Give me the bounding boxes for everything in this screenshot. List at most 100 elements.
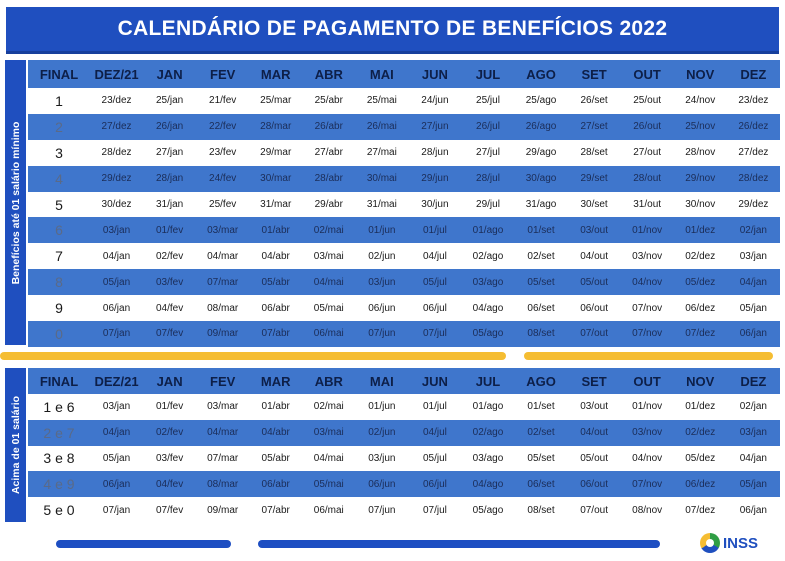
final-digit-cell: 9	[28, 295, 90, 322]
final-digit-cell: 3	[28, 139, 90, 166]
header-month: DEZ	[726, 368, 780, 394]
payment-date-cell: 03/fev	[143, 269, 197, 296]
payment-date-cell: 04/ago	[461, 295, 515, 322]
payment-date-cell: 30/ago	[514, 165, 568, 192]
payment-date-cell: 05/jul	[408, 269, 462, 296]
payment-date-cell: 04/jan	[90, 419, 144, 446]
payment-date-cell: 03/out	[567, 217, 621, 244]
payment-date-cell: 06/out	[567, 471, 621, 498]
payment-date-cell: 08/set	[514, 497, 568, 523]
footer-bar-center	[258, 540, 660, 548]
table-row: 8 05/jan 03/fev 07/mar 05/abr 04/mai 03/jun 05/…	[28, 269, 780, 296]
payment-date-cell: 06/dez	[673, 471, 727, 498]
table-row: 3 28/dez 27/jan 23/fev 29/mar 27/abr 27/mai 28/…	[28, 139, 780, 166]
inss-logo-text: INSS	[723, 534, 759, 552]
payment-date-cell: 07/jun	[355, 497, 409, 523]
payment-date-cell: 25/out	[620, 88, 674, 114]
payment-date-cell: 28/abr	[302, 165, 356, 192]
payment-date-cell: 31/out	[620, 191, 674, 218]
payment-date-cell: 25/ago	[514, 88, 568, 114]
payment-date-cell: 27/set	[567, 113, 621, 140]
payment-date-cell: 05/jan	[726, 471, 780, 498]
payment-date-cell: 04/jan	[90, 243, 144, 270]
payment-date-cell: 07/mar	[196, 269, 250, 296]
payment-date-cell: 29/set	[567, 165, 621, 192]
payment-date-cell: 26/ago	[514, 113, 568, 140]
payment-date-cell: 01/jul	[408, 217, 462, 244]
table-row: 4 29/dez 28/jan 24/fev 30/mar 28/abr 30/mai 29/…	[28, 165, 780, 192]
payment-date-cell: 02/dez	[673, 243, 727, 270]
payment-date-cell: 04/jan	[726, 269, 780, 296]
payment-date-cell: 07/nov	[620, 295, 674, 322]
payment-date-cell: 05/dez	[673, 269, 727, 296]
payment-date-cell: 04/nov	[620, 269, 674, 296]
payment-date-cell: 04/jan	[726, 445, 780, 472]
header-month: NOV	[673, 368, 727, 394]
table-row: 0 07/jan 07/fev 09/mar 07/abr 06/mai 07/jun 07/…	[28, 321, 780, 347]
final-digit-cell: 2 e 7	[28, 419, 90, 446]
payment-date-cell: 08/nov	[620, 497, 674, 523]
header-month: MAI	[355, 60, 409, 88]
payment-date-cell: 06/mai	[302, 321, 356, 347]
final-digit-cell: 3 e 8	[28, 445, 90, 472]
payment-date-cell: 27/jun	[408, 113, 462, 140]
payment-date-cell: 07/jan	[90, 321, 144, 347]
payment-date-cell: 07/abr	[249, 321, 303, 347]
payment-date-cell: 01/jul	[408, 394, 462, 420]
payment-date-cell: 04/jul	[408, 243, 462, 270]
payment-date-cell: 07/abr	[249, 497, 303, 523]
final-digit-cell: 4 e 9	[28, 471, 90, 498]
payment-date-cell: 29/jul	[461, 191, 515, 218]
payment-date-cell: 06/jan	[726, 321, 780, 347]
payment-date-cell: 02/jun	[355, 419, 409, 446]
payment-date-cell: 05/mai	[302, 295, 356, 322]
final-digit-cell: 1	[28, 88, 90, 114]
payment-date-cell: 30/mar	[249, 165, 303, 192]
header-month: OUT	[620, 60, 674, 88]
payment-date-cell: 24/jun	[408, 88, 462, 114]
payment-date-cell: 28/dez	[90, 139, 144, 166]
header-final: FINAL	[28, 368, 90, 394]
header-month: MAR	[249, 60, 303, 88]
header-month: DEZ	[726, 60, 780, 88]
payment-date-cell: 23/dez	[90, 88, 144, 114]
payment-date-cell: 26/out	[620, 113, 674, 140]
inss-logo: INSS	[700, 532, 758, 554]
payment-date-cell: 06/dez	[673, 295, 727, 322]
payment-date-cell: 02/ago	[461, 419, 515, 446]
payment-date-cell: 07/jan	[90, 497, 144, 523]
payment-date-cell: 25/jul	[461, 88, 515, 114]
table-row: 3 e 8 05/jan 03/fev 07/mar 05/abr 04/mai 03/ju…	[28, 445, 780, 472]
payment-date-cell: 23/fev	[196, 139, 250, 166]
table-row: 1 e 6 03/jan 01/fev 03/mar 01/abr 02/mai 01/ju…	[28, 394, 780, 420]
payment-date-cell: 07/out	[567, 321, 621, 347]
payment-date-cell: 09/mar	[196, 497, 250, 523]
schedule-table-minimum: FINAL DEZ/21 JAN FEV MAR ABR MAI JUN JUL AGO SET OU…	[28, 60, 780, 347]
payment-date-cell: 04/out	[567, 243, 621, 270]
table-row: 4 e 9 06/jan 04/fev 08/mar 06/abr 05/mai 06/ju…	[28, 471, 780, 498]
payment-date-cell: 06/jul	[408, 471, 462, 498]
payment-date-cell: 28/set	[567, 139, 621, 166]
header-month: FEV	[196, 60, 250, 88]
payment-date-cell: 29/dez	[726, 191, 780, 218]
inss-logo-icon	[700, 533, 720, 553]
section-label-above-text: Acima de 01 salário	[9, 395, 22, 495]
payment-date-cell: 27/dez	[726, 139, 780, 166]
header-month: ABR	[302, 60, 356, 88]
payment-date-cell: 05/set	[514, 445, 568, 472]
table-row: 2 27/dez 26/jan 22/fev 28/mar 26/abr 26/mai 27/…	[28, 113, 780, 140]
payment-date-cell: 26/dez	[726, 113, 780, 140]
payment-date-cell: 30/dez	[90, 191, 144, 218]
payment-date-cell: 03/nov	[620, 419, 674, 446]
payment-date-cell: 03/ago	[461, 445, 515, 472]
payment-date-cell: 01/fev	[143, 394, 197, 420]
payment-date-cell: 02/mai	[302, 217, 356, 244]
payment-date-cell: 07/out	[567, 497, 621, 523]
payment-date-cell: 02/jan	[726, 394, 780, 420]
payment-date-cell: 07/mar	[196, 445, 250, 472]
payment-date-cell: 28/jun	[408, 139, 462, 166]
payment-date-cell: 04/jul	[408, 419, 462, 446]
payment-date-cell: 26/jul	[461, 113, 515, 140]
payment-date-cell: 01/dez	[673, 394, 727, 420]
payment-date-cell: 01/dez	[673, 217, 727, 244]
